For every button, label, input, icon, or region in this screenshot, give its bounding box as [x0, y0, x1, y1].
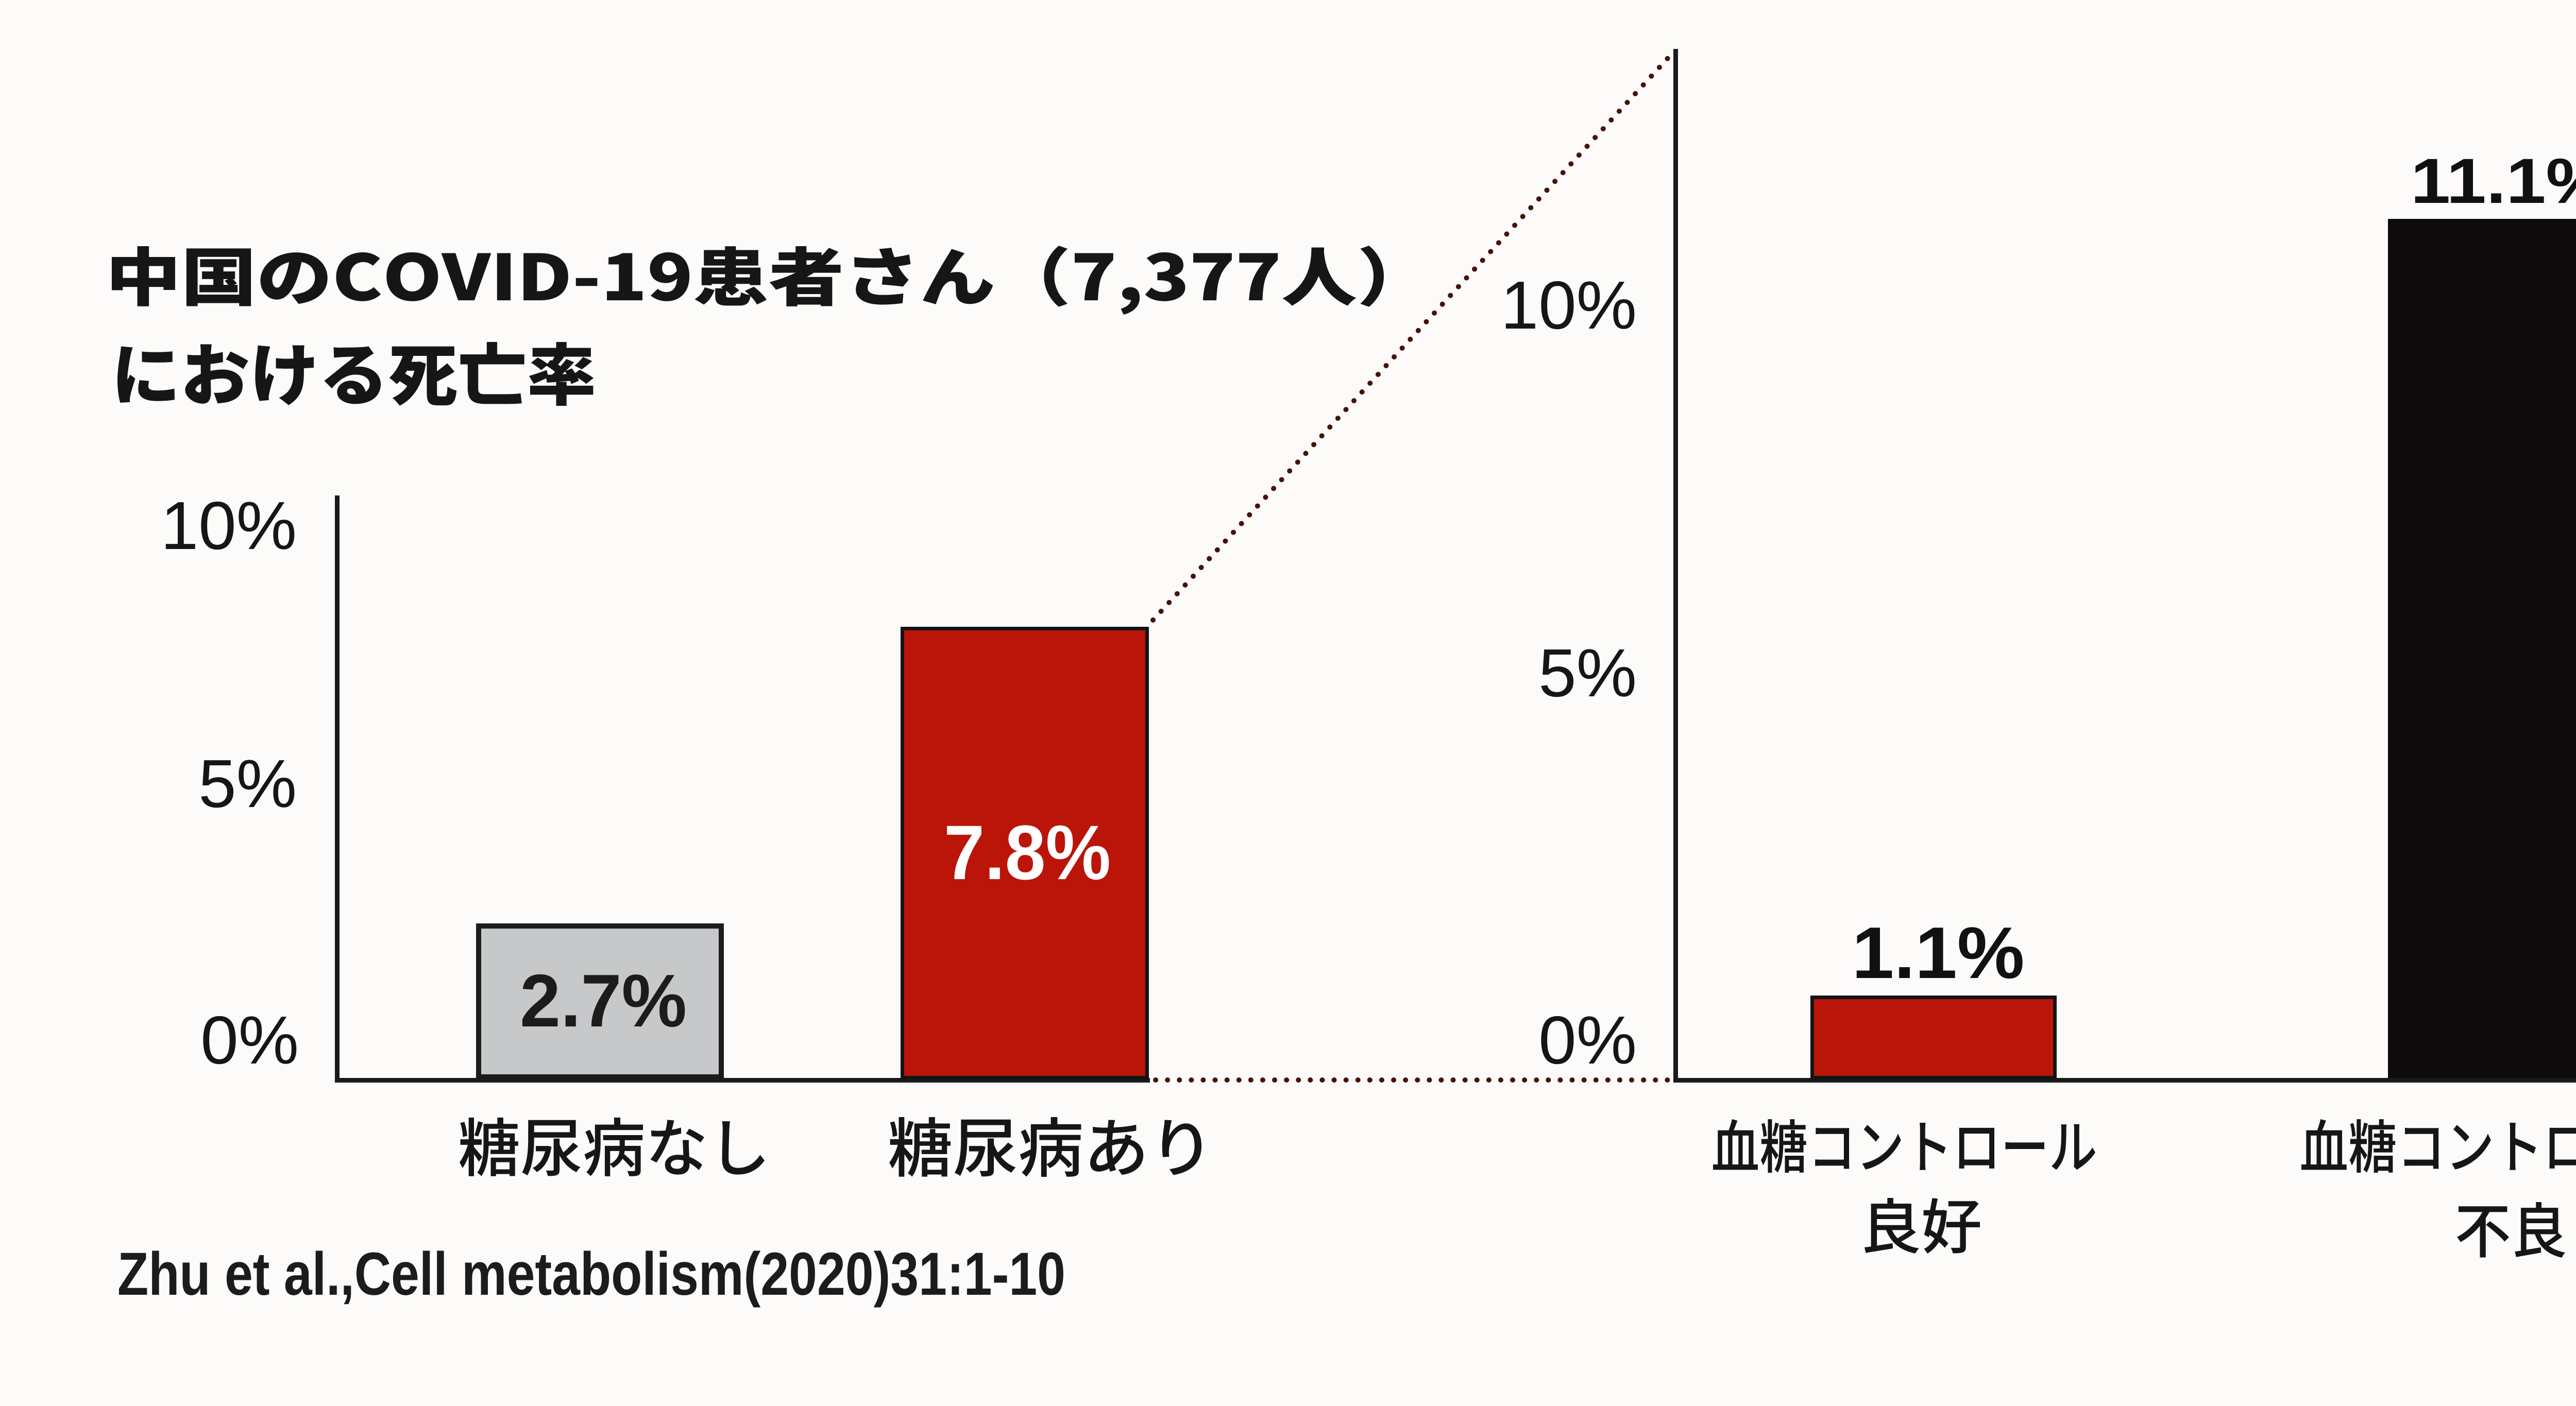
- svg-text:7.8%: 7.8%: [944, 809, 1111, 896]
- svg-text:10%: 10%: [1501, 267, 1637, 343]
- svg-text:0%: 0%: [1538, 1002, 1637, 1078]
- svg-text:Zhu et al.,Cell metabolism(202: Zhu et al.,Cell metabolism(2020)31:1-10: [117, 1240, 1065, 1308]
- svg-text:2.7%: 2.7%: [520, 959, 687, 1042]
- svg-text:5%: 5%: [198, 746, 297, 821]
- svg-text:1.1%: 1.1%: [1852, 912, 2025, 994]
- svg-text:11.1%: 11.1%: [2411, 146, 2576, 217]
- svg-text:10%: 10%: [161, 488, 297, 563]
- svg-text:0%: 0%: [200, 1002, 299, 1078]
- svg-text:5%: 5%: [1538, 635, 1637, 711]
